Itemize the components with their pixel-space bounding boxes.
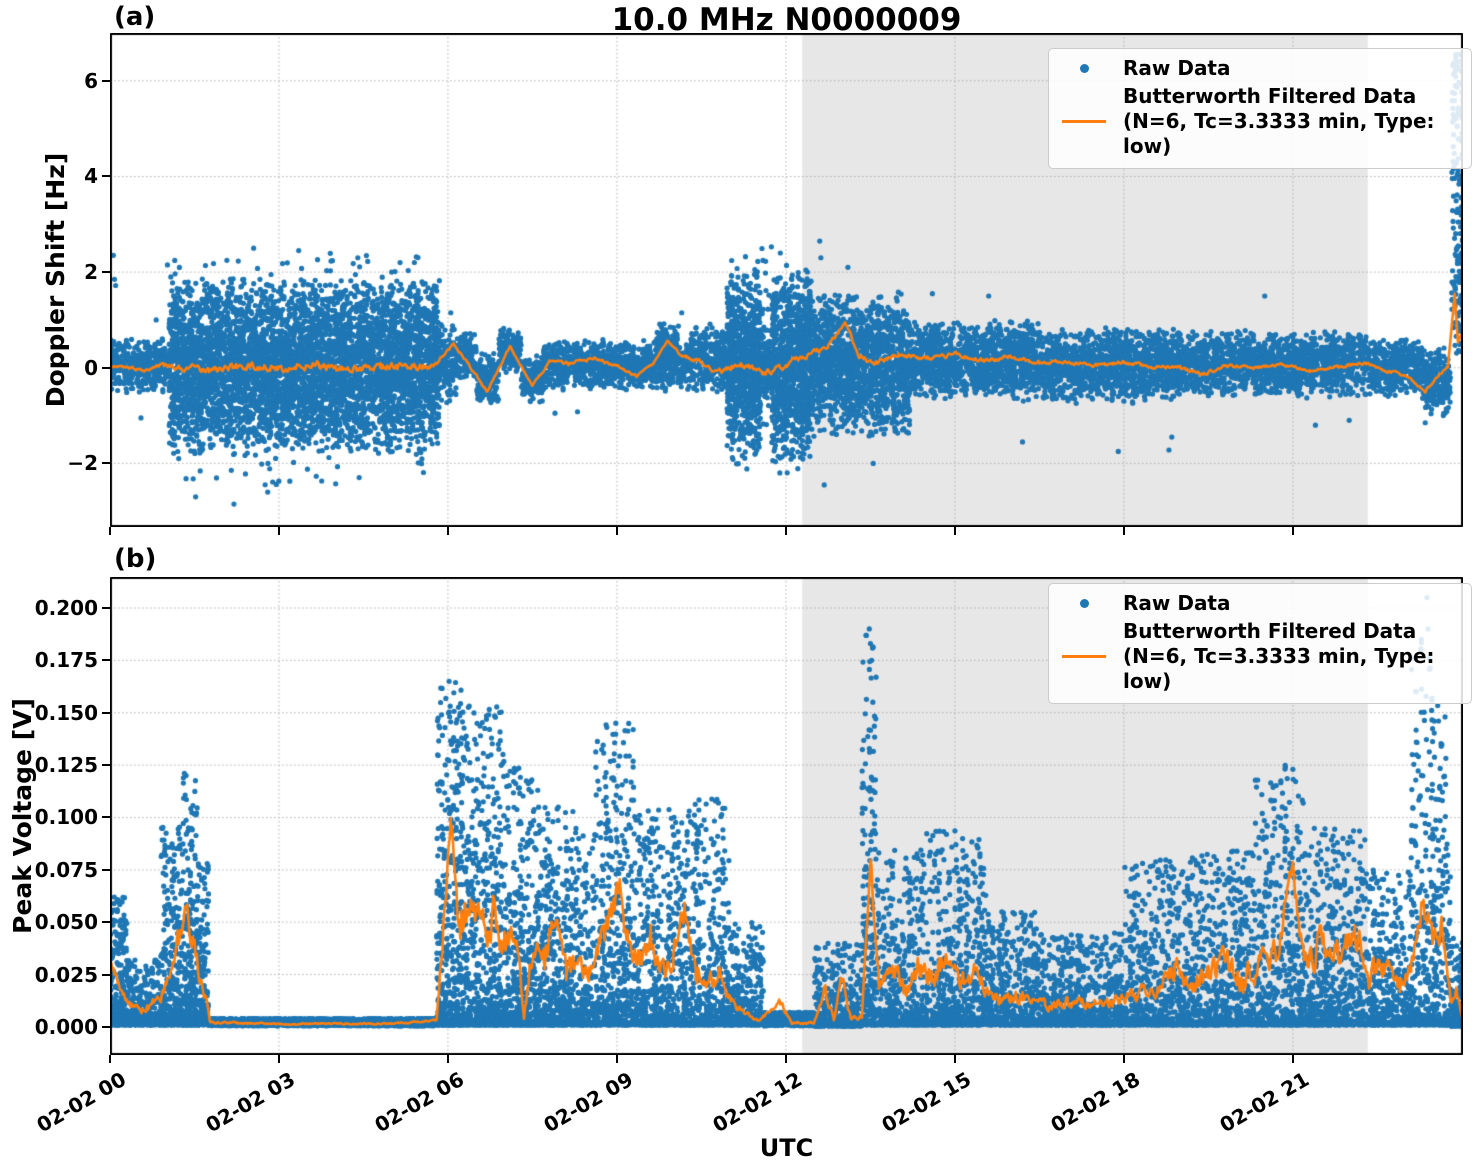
y-tick-label: −2 xyxy=(67,451,98,476)
x-tick-mark xyxy=(109,1055,111,1063)
x-tick-mark xyxy=(1291,1055,1294,1063)
panel-b-legend: Raw Data Butterworth Filtered Data (N=6,… xyxy=(1048,583,1472,704)
legend-filtered-entry: Butterworth Filtered Data (N=6, Tc=3.333… xyxy=(1061,84,1455,159)
y-tick-label: 0.100 xyxy=(34,805,98,830)
x-tick-mark xyxy=(446,1055,449,1063)
x-tick-mark xyxy=(953,1055,956,1063)
y-tick-label: 0.150 xyxy=(34,700,98,725)
x-tick-mark xyxy=(1291,527,1294,535)
y-tick-mark xyxy=(102,868,110,871)
x-tick-label: 02-02 12 xyxy=(708,1067,806,1138)
x-tick-mark xyxy=(1122,527,1125,535)
y-tick-mark xyxy=(102,764,110,767)
chart-title: 10.0 MHz N0000009 xyxy=(611,2,962,38)
x-tick-label: 02-02 00 xyxy=(32,1067,130,1138)
y-tick-mark xyxy=(102,271,110,274)
x-tick-mark xyxy=(277,527,280,535)
x-tick-mark xyxy=(1122,1055,1125,1063)
y-tick-mark xyxy=(102,462,110,465)
x-tick-mark xyxy=(615,527,618,535)
x-tick-mark xyxy=(277,1055,280,1063)
legend-raw-label: Raw Data xyxy=(1123,56,1231,80)
raw-data-marker-icon xyxy=(1061,64,1107,73)
raw-data-marker-icon xyxy=(1061,599,1107,608)
legend-filtered-label: Butterworth Filtered Data (N=6, Tc=3.333… xyxy=(1123,619,1435,693)
y-tick-mark xyxy=(102,607,110,609)
x-tick-label: 02-02 03 xyxy=(201,1067,299,1138)
y-tick-mark xyxy=(102,659,110,662)
y-tick-label: 4 xyxy=(84,164,98,189)
x-tick-label: 02-02 21 xyxy=(1215,1067,1313,1138)
x-tick-label: 02-02 18 xyxy=(1046,1067,1144,1138)
y-tick-label: 0.025 xyxy=(34,962,98,987)
x-tick-mark xyxy=(953,527,956,535)
y-tick-mark xyxy=(102,79,110,82)
legend-filtered-entry: Butterworth Filtered Data (N=6, Tc=3.333… xyxy=(1061,619,1455,694)
legend-raw-label: Raw Data xyxy=(1123,591,1231,615)
y-tick-mark xyxy=(102,711,110,714)
y-tick-mark xyxy=(102,921,110,924)
legend-filtered-label: Butterworth Filtered Data (N=6, Tc=3.333… xyxy=(1123,84,1435,158)
y-tick-mark xyxy=(102,1025,110,1028)
panel-a-label: (a) xyxy=(114,2,156,32)
x-tick-mark xyxy=(784,1055,787,1063)
panel-a-legend: Raw Data Butterworth Filtered Data (N=6,… xyxy=(1048,48,1472,169)
legend-raw-entry: Raw Data xyxy=(1061,591,1455,616)
x-tick-mark xyxy=(615,1055,618,1063)
panel-b-label: (b) xyxy=(114,544,157,574)
legend-raw-entry: Raw Data xyxy=(1061,56,1455,81)
y-tick-label: 0.125 xyxy=(34,753,98,778)
y-tick-mark xyxy=(102,366,110,369)
x-tick-label: 02-02 15 xyxy=(877,1067,975,1138)
x-tick-label: 02-02 09 xyxy=(539,1067,637,1138)
x-axis-label: UTC xyxy=(759,1134,814,1162)
y-tick-label: 0.075 xyxy=(34,857,98,882)
y-tick-mark xyxy=(102,973,110,976)
y-tick-label: 0.175 xyxy=(34,648,98,673)
y-tick-label: 0.050 xyxy=(34,910,98,935)
y-tick-label: 0 xyxy=(84,355,98,380)
y-tick-label: 0.000 xyxy=(34,1014,98,1039)
x-tick-mark xyxy=(784,527,787,535)
filtered-line-marker-icon xyxy=(1061,654,1107,659)
y-tick-label: 6 xyxy=(84,68,98,93)
y-tick-mark xyxy=(102,816,110,819)
x-tick-mark xyxy=(446,527,449,535)
x-tick-mark xyxy=(109,527,111,535)
filtered-line-marker-icon xyxy=(1061,119,1107,124)
x-tick-label: 02-02 06 xyxy=(370,1067,468,1138)
y-tick-label: 0.200 xyxy=(34,596,98,620)
y-tick-label: 2 xyxy=(84,260,98,285)
y-tick-mark xyxy=(102,175,110,178)
